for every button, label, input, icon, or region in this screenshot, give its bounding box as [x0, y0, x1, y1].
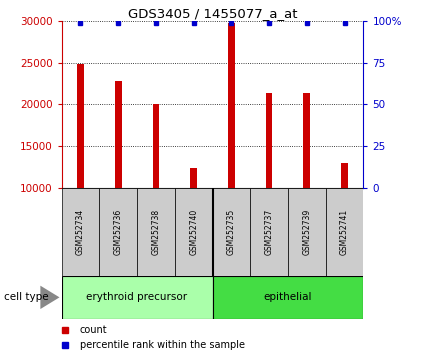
Bar	[341, 163, 348, 188]
Text: GSM252741: GSM252741	[340, 209, 349, 255]
Text: percentile rank within the sample: percentile rank within the sample	[80, 341, 245, 350]
Bar	[212, 188, 250, 276]
Bar	[303, 93, 310, 188]
Title: GDS3405 / 1455077_a_at: GDS3405 / 1455077_a_at	[128, 7, 297, 20]
Text: GSM252737: GSM252737	[265, 209, 274, 255]
Bar	[77, 64, 84, 188]
Text: GSM252735: GSM252735	[227, 209, 236, 255]
Text: GSM252739: GSM252739	[302, 209, 311, 255]
Text: erythroid precursor: erythroid precursor	[87, 292, 187, 302]
Bar	[153, 104, 159, 188]
Bar	[326, 188, 363, 276]
Bar	[99, 188, 137, 276]
Text: count: count	[80, 325, 108, 335]
Bar	[190, 168, 197, 188]
Bar	[62, 276, 212, 319]
Bar	[212, 276, 363, 319]
Bar	[228, 23, 235, 188]
Text: GSM252738: GSM252738	[151, 209, 160, 255]
Bar	[115, 81, 122, 188]
Bar	[266, 93, 272, 188]
Bar	[175, 188, 212, 276]
Bar	[137, 188, 175, 276]
Text: cell type: cell type	[4, 292, 49, 302]
Bar	[62, 188, 99, 276]
Polygon shape	[40, 286, 60, 309]
Text: GSM252734: GSM252734	[76, 209, 85, 255]
Text: GSM252736: GSM252736	[114, 209, 123, 255]
Text: epithelial: epithelial	[264, 292, 312, 302]
Bar	[288, 188, 326, 276]
Text: GSM252740: GSM252740	[189, 209, 198, 255]
Bar	[250, 188, 288, 276]
